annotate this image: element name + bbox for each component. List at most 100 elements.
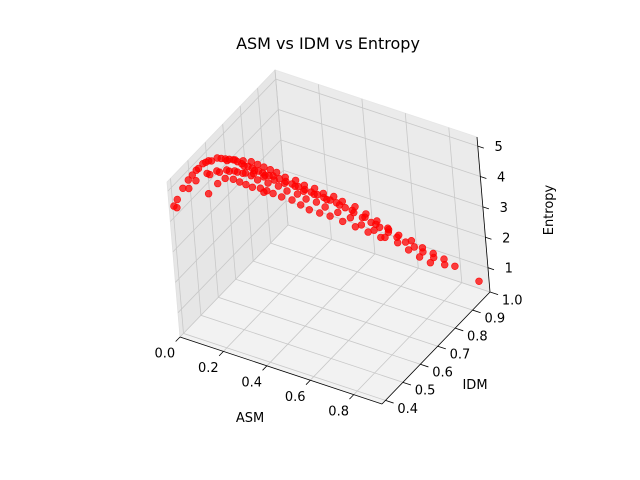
y-tick-5 [472, 309, 481, 314]
data-points [170, 154, 483, 285]
z-grid-line-2 [172, 139, 484, 253]
y-tick-label-2: 0.6 [432, 366, 453, 381]
data-point [192, 166, 201, 174]
data-point [401, 238, 410, 246]
data-point [214, 179, 222, 188]
data-point [241, 169, 250, 177]
grid-lines [167, 69, 491, 401]
data-point [199, 160, 207, 168]
data-point [419, 248, 427, 256]
y-tick-3 [437, 345, 446, 350]
y-tick-label-3: 0.7 [450, 348, 471, 363]
chart-title: ASM vs IDM vs Entropy [236, 34, 420, 53]
y-tick-label-4: 0.8 [467, 329, 488, 344]
x-tick-label-0: 0.0 [155, 347, 176, 362]
z-axis-label: Entropy [542, 184, 557, 235]
data-point [260, 173, 268, 181]
data-point [264, 179, 272, 187]
y-tick-0 [385, 400, 394, 404]
data-point [346, 214, 355, 222]
y-grid-line-5 [257, 88, 473, 311]
data-point [394, 239, 402, 247]
data-point [339, 217, 347, 226]
data-point [293, 190, 302, 198]
data-point [475, 277, 483, 285]
data-point [277, 193, 286, 201]
data-point [213, 154, 221, 162]
data-point [274, 182, 283, 190]
data-point [323, 195, 331, 204]
x-tick-2 [262, 365, 268, 371]
data-point [451, 262, 459, 270]
tick-labels: 0.0 0.2 0.4 0.6 0.8 0.4 0.5 0.6 0.7 0.8 0.9 1.0 1 2 3 4… [155, 140, 523, 419]
x-tick-label-2: 0.4 [241, 375, 262, 390]
axis-panes [166, 69, 491, 405]
z-tick-3 [480, 176, 487, 179]
data-point [441, 261, 449, 269]
x-axis-line [179, 336, 383, 405]
data-point [192, 177, 200, 185]
data-point [321, 203, 329, 211]
data-point [415, 253, 424, 261]
data-point [361, 213, 369, 221]
data-point [270, 176, 278, 184]
data-point [248, 183, 257, 192]
data-point [300, 187, 308, 195]
x-tick-0 [175, 336, 181, 342]
data-point [302, 195, 310, 203]
data-point [188, 171, 197, 179]
z-tick-label-4: 5 [494, 140, 502, 155]
data-point [410, 243, 418, 251]
data-point [229, 175, 238, 184]
z-tick-label-0: 1 [505, 262, 513, 277]
data-point [236, 178, 244, 186]
data-point [297, 201, 305, 209]
x-tick-1 [218, 351, 224, 357]
data-point [204, 190, 213, 198]
data-point [310, 190, 318, 199]
x-axis-label: ASM [236, 411, 264, 426]
z-tick-2 [482, 206, 490, 210]
y-tick-2 [420, 363, 429, 368]
data-point [253, 176, 262, 184]
data-point [316, 209, 324, 217]
data-point [283, 187, 291, 195]
y-tick-label-6: 1.0 [502, 293, 523, 308]
z-grid-line-1 [175, 169, 486, 283]
data-point [215, 168, 224, 176]
y-grid-line-1 [187, 160, 404, 383]
data-point [430, 253, 438, 262]
data-point [288, 196, 296, 204]
x-tick-4 [349, 394, 355, 400]
z-tick-1 [485, 236, 492, 240]
data-point [249, 170, 258, 178]
y-grid-line-0 [170, 178, 386, 401]
data-point [335, 201, 344, 209]
y-tick-label-5: 0.9 [484, 311, 505, 326]
z-tick-4 [477, 145, 484, 149]
y-axis-line [381, 291, 491, 405]
data-point [240, 162, 248, 170]
data-point [266, 166, 274, 174]
data-point [305, 206, 313, 214]
y-axis-label: IDM [462, 378, 487, 393]
data-point [326, 212, 334, 220]
data-point [426, 259, 435, 267]
x-tick-label-1: 0.2 [198, 361, 219, 376]
y-tick-1 [402, 381, 412, 386]
data-point [173, 195, 182, 204]
data-point [233, 168, 242, 176]
data-point [381, 233, 389, 242]
data-point [225, 167, 234, 175]
data-point [384, 226, 393, 234]
z-tick-0 [487, 267, 495, 271]
y-grid-line-6 [274, 69, 491, 293]
data-point [364, 228, 372, 236]
y-tick-label-0: 0.4 [397, 402, 418, 417]
z-tick-label-2: 3 [500, 201, 508, 216]
tick-marks [175, 145, 499, 404]
z-tick-label-3: 4 [497, 171, 505, 186]
x-tick-label-4: 0.8 [328, 404, 349, 419]
data-point [221, 174, 229, 183]
